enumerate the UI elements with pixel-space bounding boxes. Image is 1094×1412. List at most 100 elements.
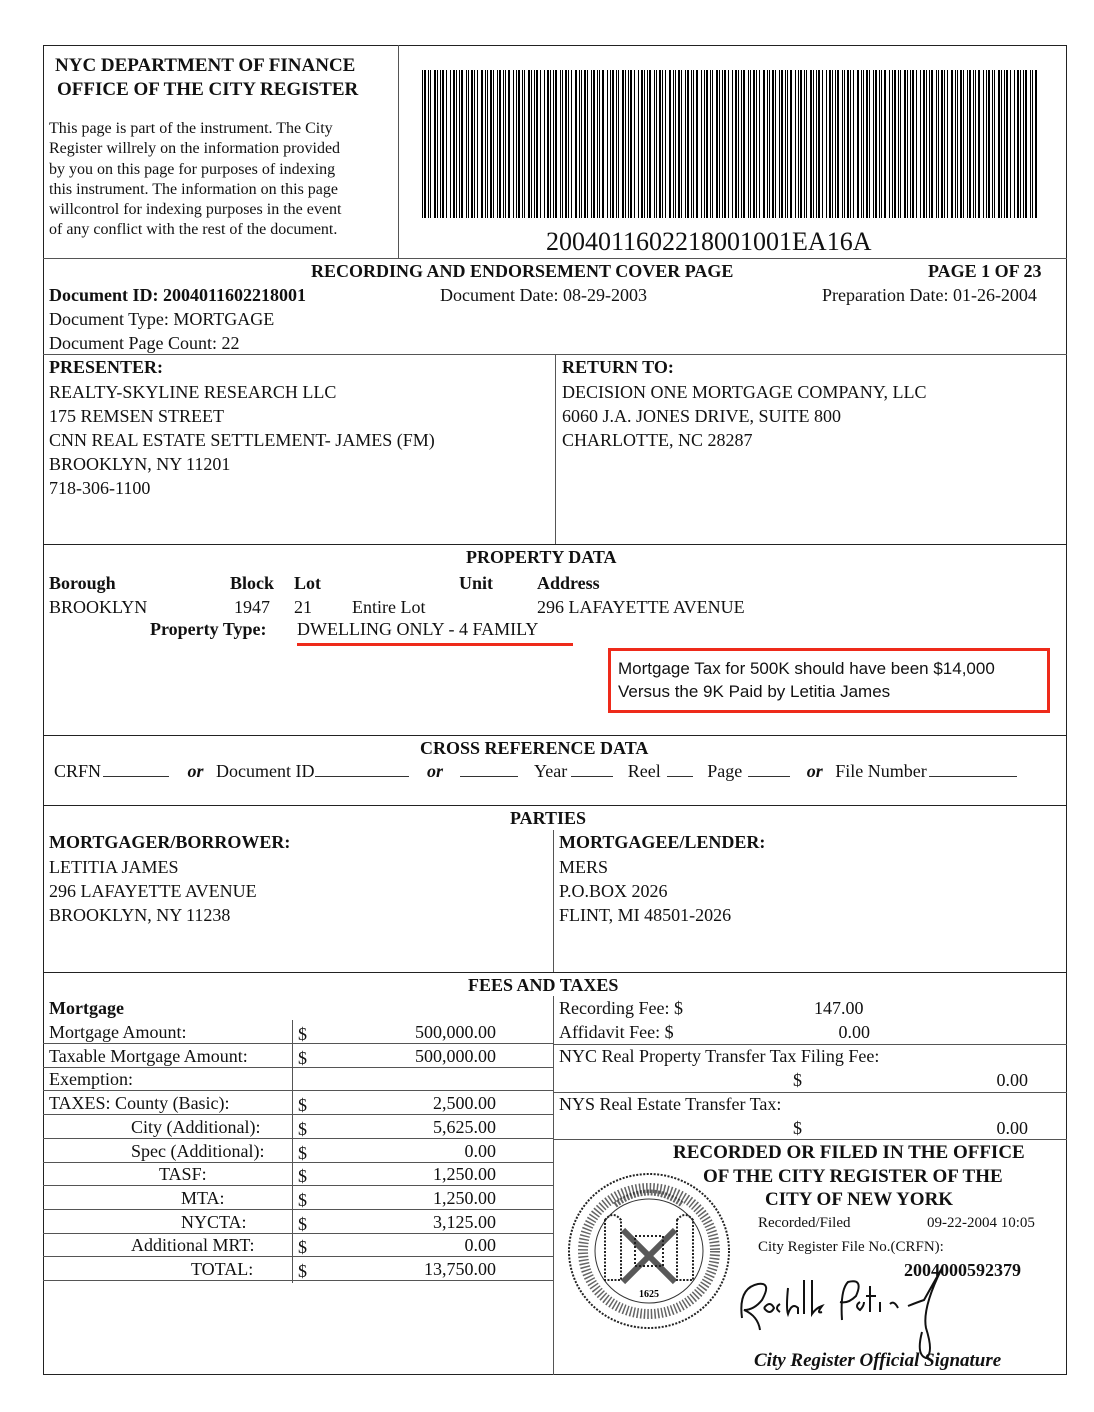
barcode-bar [628,70,629,218]
barcode-bar [804,70,805,218]
document-id: Document ID: 2004011602218001 [49,285,306,305]
barcode-bar [923,70,925,218]
property-type-label: Property Type: [150,619,267,639]
barcode-bar [775,70,776,218]
fee-value: 0.00 [464,1235,497,1256]
barcode-bar [735,70,737,218]
barcode-bar [829,70,831,218]
divider [43,1043,553,1044]
fee-value: 13,750.00 [424,1259,496,1279]
nyc-rptt-value: 0.00 [996,1070,1029,1090]
barcode-bar [779,70,780,218]
reel-label: Reel [627,761,661,781]
or-label: or [187,761,204,781]
nyc-rptt-currency: $ [793,1070,802,1090]
cross-reference-fields: CRFN or Document ID or Year Reel Page or… [54,761,1017,781]
barcode-bar [490,70,492,218]
divider [43,544,1067,545]
barcode-bar [973,70,974,218]
fee-label: TOTAL: [191,1259,254,1279]
fee-label: Taxable Mortgage Amount: [49,1045,248,1066]
fee-value: 500,000.00 [415,1045,496,1066]
barcode-bar [842,70,843,218]
barcode-bar [662,70,663,218]
barcode-bar [818,70,820,218]
barcode-bar [669,70,671,218]
barcode-bar [579,70,580,218]
return-to-line: DECISION ONE MORTGAGE COMPANY, LLC [562,382,927,402]
signature [740,1268,943,1360]
lot-note: Entire Lot [352,597,426,617]
barcode-bar [568,70,569,218]
divider [43,1162,553,1163]
recording-fee-label: Recording Fee: $ [559,998,683,1018]
divider [43,1185,553,1186]
divider [553,996,554,1375]
barcode-bar [832,70,833,218]
recorded-line-1: RECORDED OR FILED IN THE OFFICE [673,1142,1025,1163]
barcode-bar [753,70,755,218]
barcode-bar [522,70,523,218]
red-underline-annotation [297,643,573,646]
divider [553,1092,1067,1093]
barcode-bar [857,70,859,218]
borrower-line: LETITIA JAMES [49,857,179,877]
barcode-bar [889,70,890,218]
barcode-number: 2004011602218001001EA16A [546,227,872,256]
cover-page [43,45,1067,1375]
barcode-bar [722,70,723,218]
barcode-bar [459,70,460,218]
barcode-bar [704,70,705,218]
crfn-number: 2004000592379 [904,1260,1021,1280]
preparation-date: Preparation Date: 01-26-2004 [822,285,1037,305]
barcode-bar [602,70,604,218]
barcode-bar [612,70,614,218]
barcode-bar [446,70,447,218]
barcode-bar [710,70,711,218]
or-label: or [806,761,823,781]
office-title-1: NYC DEPARTMENT OF FINANCE [55,55,356,76]
divider [292,1020,293,1283]
barcode-bar [616,70,617,218]
barcode-bar [900,70,901,218]
recording-fee-value: 147.00 [814,998,864,1018]
barcode-bar [912,70,914,218]
barcode-bar [481,70,483,218]
barcode-bar [1014,70,1015,218]
barcode-bar [1004,70,1005,218]
barcode-bar [647,70,648,218]
notice-line: willcontrol for indexing purposes in the… [49,201,342,218]
barcode-bar [1030,70,1031,218]
barcode-bar [759,70,760,218]
fee-currency: $ [298,1261,307,1281]
barcode-bar [644,70,645,218]
barcode-bar [440,70,441,218]
presenter-line: 175 REMSEN STREET [49,406,225,426]
barcode-bar [536,70,538,218]
barcode-bar [894,70,896,218]
barcode-bar [665,70,666,218]
fee-value: 5,625.00 [433,1116,496,1137]
barcode-bar [1023,70,1024,218]
barcode-bar [910,70,911,218]
barcode-bar [724,70,726,218]
barcode-bar [769,70,770,218]
notice-line: this instrument. The information on this… [49,181,338,198]
barcode-bar [610,70,611,218]
barcode-bar [738,70,739,218]
nys-rett-currency: $ [793,1118,802,1138]
barcode-bar [716,70,718,218]
parties-heading: PARTIES [510,808,587,828]
seal-year: 1625 [639,1289,659,1300]
barcode-bar [884,70,886,218]
barcode-bar [437,70,438,218]
barcode-bar [493,70,494,218]
recorded-filed-label: Recorded/Filed [758,1215,851,1231]
barcode-bar [471,70,473,218]
barcode-bar [810,70,812,218]
barcode-bar [424,70,426,218]
document-page-count: Document Page Count: 22 [49,333,240,353]
barcode-bar [957,70,958,218]
barcode-bar [622,70,624,218]
barcode-bar [593,70,595,218]
